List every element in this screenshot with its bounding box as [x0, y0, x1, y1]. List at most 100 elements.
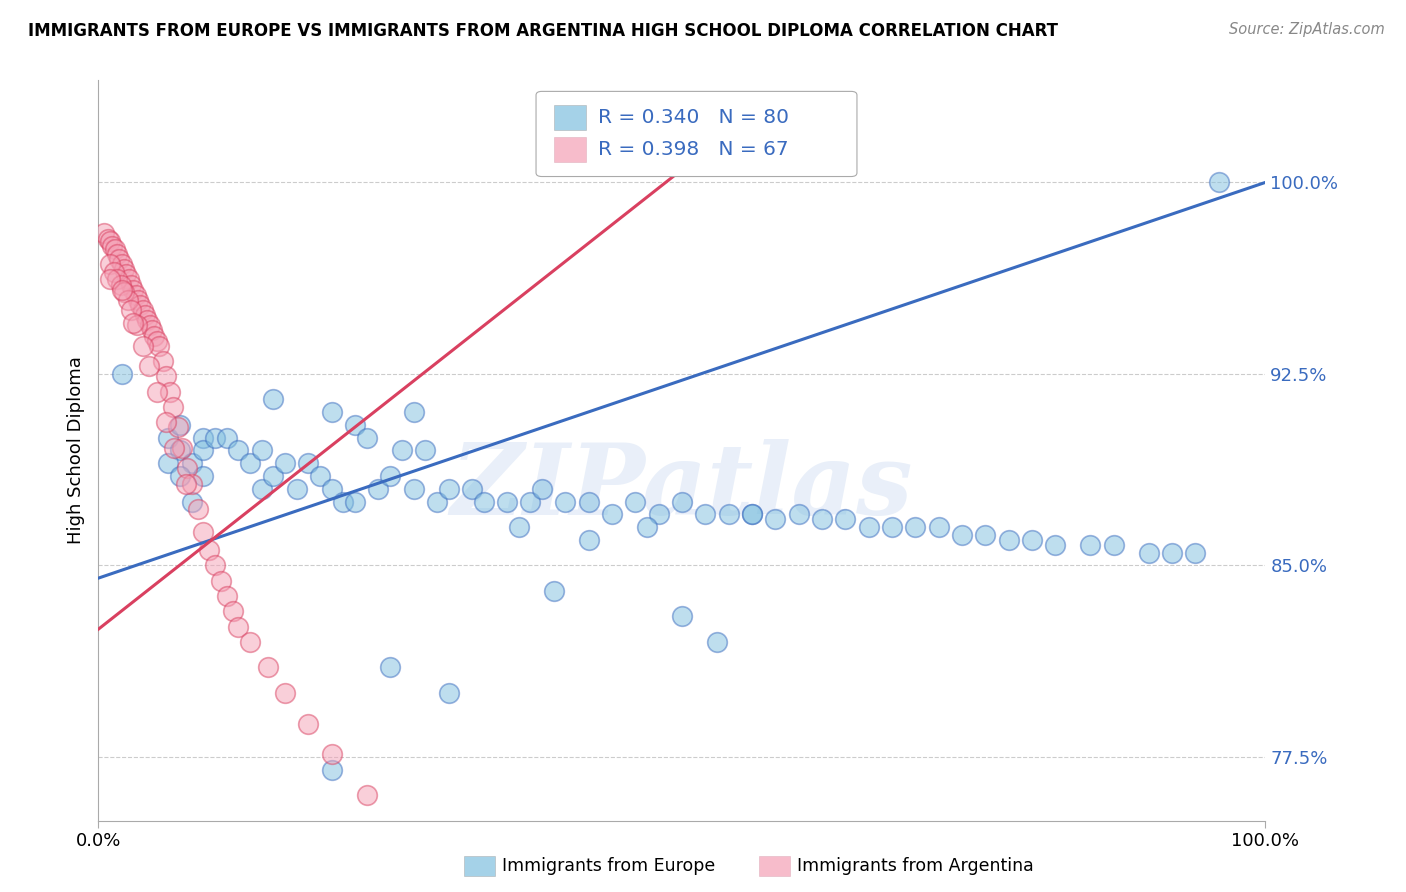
Point	[904, 520, 927, 534]
Point	[600, 508, 623, 522]
Point	[204, 558, 226, 573]
Point	[136, 313, 159, 327]
Point	[115, 268, 138, 282]
Point	[111, 367, 134, 381]
Point	[554, 494, 576, 508]
Point	[98, 272, 121, 286]
Point	[163, 441, 186, 455]
Point	[169, 417, 191, 432]
FancyBboxPatch shape	[554, 105, 586, 130]
Point	[274, 456, 297, 470]
Point	[129, 298, 152, 312]
Point	[391, 443, 413, 458]
Point	[671, 494, 693, 508]
Point	[321, 763, 343, 777]
Point	[180, 494, 202, 508]
Point	[309, 469, 332, 483]
Point	[262, 469, 284, 483]
Point	[143, 328, 166, 343]
Point	[437, 686, 460, 700]
Point	[93, 227, 115, 241]
Point	[763, 512, 786, 526]
Point	[402, 405, 425, 419]
Point	[117, 293, 139, 307]
Point	[250, 443, 273, 458]
Point	[1102, 538, 1125, 552]
Point	[239, 635, 262, 649]
Point	[274, 686, 297, 700]
Point	[157, 431, 180, 445]
Point	[110, 277, 132, 292]
Point	[193, 431, 215, 445]
Point	[1184, 545, 1206, 559]
Point	[928, 520, 950, 534]
Point	[169, 469, 191, 483]
Point	[858, 520, 880, 534]
Point	[671, 609, 693, 624]
Point	[578, 533, 600, 547]
Point	[162, 400, 184, 414]
Point	[180, 456, 202, 470]
Point	[437, 482, 460, 496]
Point	[508, 520, 530, 534]
Point	[1045, 538, 1067, 552]
Point	[104, 242, 127, 256]
Point	[132, 339, 155, 353]
Point	[950, 527, 973, 541]
Point	[198, 543, 221, 558]
Point	[256, 660, 278, 674]
Point	[155, 416, 177, 430]
Point	[169, 443, 191, 458]
Point	[180, 476, 202, 491]
Point	[413, 443, 436, 458]
Point	[228, 619, 250, 633]
Point	[578, 494, 600, 508]
Point	[155, 369, 177, 384]
Point	[834, 512, 856, 526]
Point	[741, 508, 763, 522]
Point	[118, 272, 141, 286]
Point	[146, 384, 169, 399]
Point	[741, 508, 763, 522]
Point	[321, 482, 343, 496]
FancyBboxPatch shape	[554, 137, 586, 161]
Text: Immigrants from Europe: Immigrants from Europe	[502, 857, 716, 875]
Point	[111, 257, 134, 271]
Point	[647, 508, 669, 522]
Point	[127, 293, 149, 307]
Point	[132, 303, 155, 318]
Point	[344, 494, 367, 508]
Point	[811, 512, 834, 526]
Text: R = 0.398   N = 67: R = 0.398 N = 67	[598, 140, 789, 159]
Point	[112, 262, 135, 277]
Point	[215, 589, 238, 603]
Point	[105, 272, 128, 286]
Point	[125, 318, 148, 333]
Point	[97, 231, 120, 245]
Point	[706, 635, 728, 649]
Text: Immigrants from Argentina: Immigrants from Argentina	[797, 857, 1033, 875]
Point	[1080, 538, 1102, 552]
Point	[285, 482, 308, 496]
Point	[262, 392, 284, 407]
Point	[380, 469, 402, 483]
Point	[380, 660, 402, 674]
Point	[120, 303, 142, 318]
Point	[344, 417, 367, 432]
Point	[98, 234, 121, 248]
Point	[356, 788, 378, 802]
Point	[880, 520, 903, 534]
Point	[974, 527, 997, 541]
Point	[98, 257, 121, 271]
Point	[215, 431, 238, 445]
Point	[636, 520, 658, 534]
Point	[1021, 533, 1043, 547]
Point	[105, 247, 128, 261]
Point	[297, 716, 319, 731]
Text: R = 0.340   N = 80: R = 0.340 N = 80	[598, 108, 789, 127]
Point	[187, 502, 209, 516]
Point	[332, 494, 354, 508]
Point	[321, 747, 343, 762]
Point	[103, 265, 125, 279]
Point	[193, 443, 215, 458]
